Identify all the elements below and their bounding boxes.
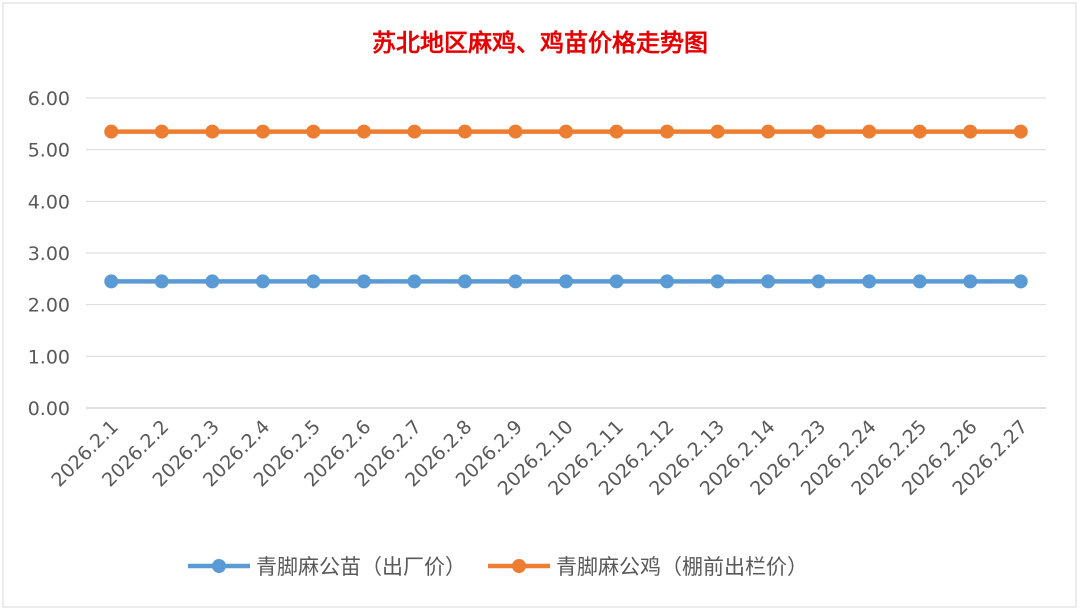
data-point	[457, 124, 472, 139]
legend-marker	[212, 559, 226, 573]
data-point	[660, 274, 675, 289]
data-point	[255, 274, 270, 289]
data-point	[559, 124, 573, 139]
legend-label: 青脚麻公鸡（棚前出栏价）	[556, 555, 808, 579]
data-point	[862, 274, 877, 289]
data-point	[508, 124, 523, 139]
data-point	[306, 274, 321, 289]
legend: 青脚麻公苗（出厂价） 青脚麻公鸡（棚前出栏价）	[188, 555, 808, 579]
y-tick-label: 3.00	[28, 243, 70, 265]
data-point	[912, 274, 927, 289]
data-point	[963, 124, 978, 139]
data-point	[407, 124, 422, 139]
legend-marker	[512, 559, 526, 573]
y-tick-label: 2.00	[28, 295, 70, 317]
data-point	[205, 274, 220, 289]
data-point	[205, 124, 220, 139]
data-point	[407, 274, 422, 289]
data-point	[559, 274, 573, 289]
data-point	[356, 274, 371, 289]
data-point	[356, 124, 371, 139]
data-point	[710, 124, 725, 139]
y-tick-label: 0.00	[28, 398, 70, 420]
data-point	[457, 274, 472, 289]
legend-label: 青脚麻公苗（出厂价）	[256, 555, 466, 579]
data-point	[609, 124, 624, 139]
data-point	[104, 274, 119, 289]
series-group	[104, 124, 1028, 289]
legend-item: 青脚麻公苗（出厂价）	[188, 555, 466, 579]
data-point	[306, 124, 321, 139]
y-tick-label: 5.00	[28, 140, 70, 162]
data-point	[912, 124, 927, 139]
data-point	[761, 274, 776, 289]
y-tick-label: 6.00	[28, 88, 70, 110]
data-point	[660, 124, 675, 139]
data-point	[104, 124, 119, 139]
data-point	[609, 274, 624, 289]
y-tick-label: 1.00	[28, 346, 70, 368]
data-point	[710, 274, 725, 289]
series	[104, 124, 1028, 139]
data-point	[811, 124, 826, 139]
y-axis-ticks: 0.00 1.00 2.00 3.00 4.00 5.00 6.00	[28, 88, 70, 420]
series	[104, 274, 1028, 289]
data-point	[1013, 274, 1028, 289]
y-tick-label: 4.00	[28, 191, 70, 213]
grid-lines	[86, 97, 1046, 409]
data-point	[761, 124, 776, 139]
chart-title: 苏北地区麻鸡、鸡苗价格走势图	[372, 29, 708, 57]
legend-item: 青脚麻公鸡（棚前出栏价）	[488, 555, 808, 579]
data-point	[862, 124, 877, 139]
data-point	[963, 274, 978, 289]
data-point	[508, 274, 523, 289]
data-point	[154, 274, 169, 289]
data-point	[255, 124, 270, 139]
data-point	[154, 124, 169, 139]
data-point	[1013, 124, 1028, 139]
data-point	[811, 274, 826, 289]
